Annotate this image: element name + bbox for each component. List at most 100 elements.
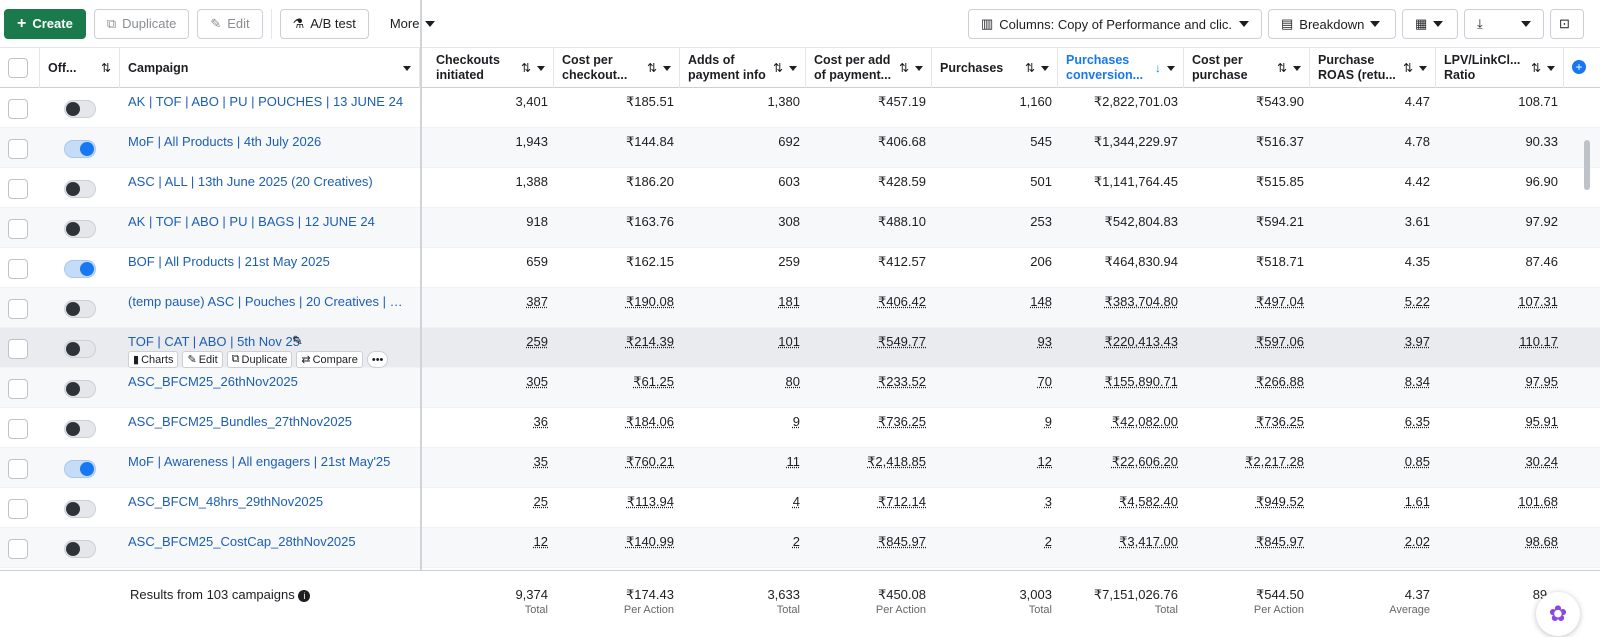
metric-cell[interactable]: ₹543.90	[1255, 94, 1304, 109]
metric-cell[interactable]: ₹155,890.71	[1104, 374, 1178, 389]
metric-cell[interactable]: 3.97	[1404, 334, 1430, 349]
metric-cell[interactable]: ₹549.77	[877, 334, 926, 349]
metric-cell[interactable]: 98.68	[1525, 534, 1558, 549]
campaign-name-link[interactable]: (temp pause) ASC | Pouches | 20 Creative…	[128, 294, 408, 309]
metric-cell[interactable]: 8.34	[1404, 374, 1430, 389]
breakdown-dropdown[interactable]: ▤ Breakdown	[1268, 9, 1396, 39]
row-checkbox[interactable]	[8, 139, 28, 159]
export-button[interactable]: ⤓	[1464, 9, 1544, 39]
table-row[interactable]: ASC_BFCM25_Bundles_27thNov2025 36 ₹184.06 9…	[0, 408, 1600, 448]
metric-cell[interactable]: ₹184.06	[625, 414, 674, 429]
metric-cell[interactable]: ₹406.68	[877, 134, 926, 149]
campaign-name-link[interactable]: ASC_BFCM25_26thNov2025	[128, 374, 298, 389]
ab-test-button[interactable]: ⚗ A/B test	[279, 8, 369, 39]
metric-cell[interactable]: ₹457.19	[877, 94, 926, 109]
table-row[interactable]: BOF | All Products | 21st May 2025 659 ₹16…	[0, 248, 1600, 288]
table-row[interactable]: ASC_BFCM_48hrs_29thNov2025 25 ₹113.94 4 ₹712…	[0, 488, 1600, 528]
campaign-toggle[interactable]	[64, 380, 96, 398]
metric-cell[interactable]: 2	[1044, 534, 1052, 549]
row-checkbox[interactable]	[8, 459, 28, 479]
header-roas[interactable]: Purchase ROAS (retu... ⇅	[1310, 48, 1436, 88]
campaign-name-link[interactable]: AK | TOF | ABO | PU | POUCHES | 13 JUNE …	[128, 94, 404, 109]
view-charts-button[interactable]: ⊡	[1550, 9, 1584, 39]
row-checkbox[interactable]	[8, 259, 28, 279]
campaign-toggle[interactable]	[64, 300, 96, 318]
metric-cell[interactable]: 110.17	[1519, 334, 1558, 349]
metric-cell[interactable]: 9	[792, 414, 800, 429]
campaign-name-link[interactable]: ASC_BFCM25_CostCap_28thNov2025	[128, 534, 356, 549]
metric-cell[interactable]: 259	[778, 254, 800, 269]
metric-cell[interactable]: 4.78	[1404, 134, 1430, 149]
metric-cell[interactable]: ₹186.20	[625, 174, 674, 189]
row-checkbox[interactable]	[8, 419, 28, 439]
header-purchases[interactable]: Purchases ⇅	[932, 48, 1058, 88]
campaign-toggle[interactable]	[64, 260, 96, 278]
metric-cell[interactable]: ₹712.14	[877, 494, 926, 509]
metric-cell[interactable]: 101	[778, 334, 800, 349]
table-row[interactable]: MoF | Awareness | All engagers | 21st Ma…	[0, 448, 1600, 488]
metric-cell[interactable]: ₹736.25	[1255, 414, 1304, 429]
metric-cell[interactable]: 4.47	[1404, 94, 1430, 109]
metric-cell[interactable]: ₹1,344,229.97	[1093, 134, 1178, 149]
campaign-name-link[interactable]: TOF | CAT | ABO | 5th Nov 25	[128, 334, 300, 349]
header-purchases-conversion[interactable]: Purchases conversion... ↓	[1058, 48, 1184, 88]
campaign-name-link[interactable]: MoF | All Products | 4th July 2026	[128, 134, 322, 149]
charts-button[interactable]: ▮ Charts	[128, 351, 179, 368]
metric-cell[interactable]: 501	[1030, 174, 1052, 189]
metric-cell[interactable]: 1,380	[767, 94, 800, 109]
metric-cell[interactable]: ₹760.21	[625, 454, 674, 469]
metric-cell[interactable]: ₹1,141,764.45	[1093, 174, 1178, 189]
campaign-toggle[interactable]	[64, 500, 96, 518]
row-checkbox[interactable]	[8, 99, 28, 119]
campaign-name-link[interactable]: AK | TOF | ABO | PU | BAGS | 12 JUNE 24	[128, 214, 375, 229]
metric-cell[interactable]: ₹464,830.94	[1104, 254, 1178, 269]
campaign-toggle[interactable]	[64, 460, 96, 478]
metric-cell[interactable]: 6.35	[1404, 414, 1430, 429]
header-lpv-ratio[interactable]: LPV/LinkCl... Ratio ⇅	[1436, 48, 1564, 88]
campaign-toggle[interactable]	[64, 340, 96, 358]
metric-cell[interactable]: 692	[778, 134, 800, 149]
metric-cell[interactable]: 259	[526, 334, 548, 349]
campaign-toggle[interactable]	[64, 180, 96, 198]
metric-cell[interactable]: 80	[785, 374, 800, 389]
metric-cell[interactable]: 35	[533, 454, 548, 469]
table-row[interactable]: AK | TOF | ABO | PU | BAGS | 12 JUNE 24 9…	[0, 208, 1600, 248]
header-adds-payment[interactable]: Adds of payment info ⇅	[680, 48, 806, 88]
metric-cell[interactable]: 305	[526, 374, 548, 389]
metric-cell[interactable]: 3,401	[515, 94, 548, 109]
create-button[interactable]: + Create	[4, 8, 86, 39]
metric-cell[interactable]: 30.24	[1525, 454, 1558, 469]
metric-cell[interactable]: 70	[1037, 374, 1052, 389]
metric-cell[interactable]: ₹4,582.40	[1119, 494, 1178, 509]
metric-cell[interactable]: ₹214.39	[625, 334, 674, 349]
metric-cell[interactable]: 545	[1030, 134, 1052, 149]
campaign-name-link[interactable]: ASC | ALL | 13th June 2025 (20 Creatives…	[128, 174, 373, 189]
row-duplicate-button[interactable]: ⧉ Duplicate	[226, 351, 293, 368]
metric-cell[interactable]: 1,160	[1019, 94, 1052, 109]
metric-cell[interactable]: 2.02	[1404, 534, 1430, 549]
metric-cell[interactable]: ₹190.08	[625, 294, 674, 309]
metric-cell[interactable]: ₹428.59	[877, 174, 926, 189]
metric-cell[interactable]: ₹42,082.00	[1111, 414, 1178, 429]
row-checkbox[interactable]	[8, 499, 28, 519]
row-checkbox[interactable]	[8, 379, 28, 399]
metric-cell[interactable]: 12	[1037, 454, 1052, 469]
header-campaign[interactable]: Campaign	[120, 48, 420, 88]
reports-dropdown[interactable]: ▦	[1402, 9, 1458, 39]
row-checkbox[interactable]	[8, 219, 28, 239]
metric-cell[interactable]: 1.61	[1404, 494, 1430, 509]
table-row[interactable]: (temp pause) ASC | Pouches | 20 Creative…	[0, 288, 1600, 328]
metric-cell[interactable]: ₹162.15	[625, 254, 674, 269]
campaign-toggle[interactable]	[64, 100, 96, 118]
header-cost-checkout[interactable]: Cost per checkout... ⇅	[554, 48, 680, 88]
metric-cell[interactable]: ₹597.06	[1255, 334, 1304, 349]
metric-cell[interactable]: ₹2,217.28	[1245, 454, 1304, 469]
metric-cell[interactable]: 97.92	[1525, 214, 1558, 229]
metric-cell[interactable]: 308	[778, 214, 800, 229]
table-row[interactable]: AK | TOF | ABO | PU | POUCHES | 13 JUNE …	[0, 88, 1600, 128]
campaign-name-link[interactable]: ASC_BFCM_48hrs_29thNov2025	[128, 494, 324, 509]
campaign-name-link[interactable]: BOF | All Products | 21st May 2025	[128, 254, 330, 269]
metric-cell[interactable]: 25	[533, 494, 548, 509]
campaign-toggle[interactable]	[64, 140, 96, 158]
metric-cell[interactable]: ₹185.51	[625, 94, 674, 109]
